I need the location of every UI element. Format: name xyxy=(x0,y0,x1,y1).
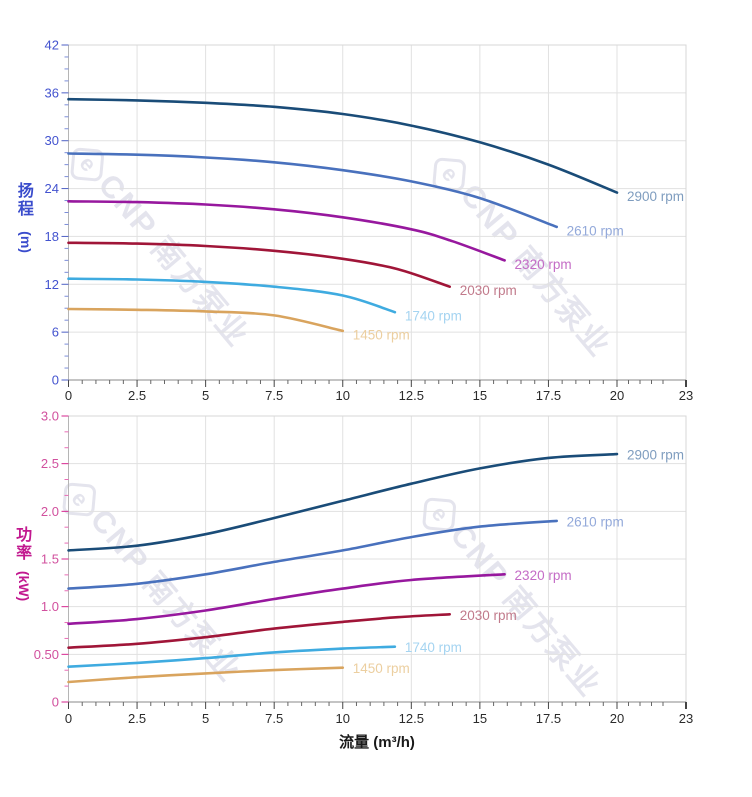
curve-2900-rpm xyxy=(67,452,619,552)
x-tick-label: 0 xyxy=(65,711,72,726)
y-tick-label: 1.0 xyxy=(41,599,59,614)
x-tick-label: 12.5 xyxy=(399,388,424,403)
series-label-2610-rpm: 2610 rpm xyxy=(567,514,624,529)
x-tick-label: 2.5 xyxy=(128,711,146,726)
x-tick-label: 10 xyxy=(336,388,350,403)
series-label-1450-rpm: 1450 rpm xyxy=(353,661,410,676)
x-tick-label: 10 xyxy=(336,711,350,726)
y-tick-label: 1.5 xyxy=(41,552,59,567)
curve-1740-rpm xyxy=(67,277,397,314)
curve-1450-rpm xyxy=(67,307,345,333)
x-tick-label: 17.5 xyxy=(536,388,561,403)
series-label-1740-rpm: 1740 rpm xyxy=(405,640,462,655)
power-axis-title: 功率 (kW) xyxy=(9,527,39,601)
x-tick-label: 15 xyxy=(473,388,487,403)
y-tick-label: 6 xyxy=(52,325,59,340)
x-tick-label: 5 xyxy=(202,388,209,403)
curve-1740-rpm xyxy=(67,645,397,668)
x-tick-label: 5 xyxy=(202,711,209,726)
curve-2610-rpm xyxy=(67,519,558,590)
series-label-2030-rpm: 2030 rpm xyxy=(460,283,517,298)
power-axis-title-text: 功率 xyxy=(16,527,33,563)
y-tick-label: 36 xyxy=(45,85,59,100)
y-tick-label: 12 xyxy=(45,277,59,292)
x-tick-label: 20 xyxy=(610,711,624,726)
x-tick-label: 20 xyxy=(610,388,624,403)
series-label-2320-rpm: 2320 rpm xyxy=(515,568,572,583)
series-label-2900-rpm: 2900 rpm xyxy=(627,448,684,463)
power-axis-unit: (kW) xyxy=(16,570,33,601)
y-tick-label: 0.50 xyxy=(34,647,59,662)
series-label-2900-rpm: 2900 rpm xyxy=(627,189,684,204)
series-label-2030-rpm: 2030 rpm xyxy=(460,608,517,623)
x-tick-label: 12.5 xyxy=(399,711,424,726)
x-tick-label: 7.5 xyxy=(265,388,283,403)
series-label-1740-rpm: 1740 rpm xyxy=(405,309,462,324)
series-label-2320-rpm: 2320 rpm xyxy=(515,257,572,272)
curve-2610-rpm xyxy=(67,152,558,229)
x-tick-label: 15 xyxy=(473,711,487,726)
curve-1450-rpm xyxy=(67,666,345,684)
y-tick-label: 2.5 xyxy=(41,456,59,471)
x-tick-label: 7.5 xyxy=(265,711,283,726)
flow-axis-title: 流量 (m³/h) xyxy=(339,734,415,751)
head-axis-title: 扬程 (m) xyxy=(15,183,37,253)
x-tick-label: 17.5 xyxy=(536,711,561,726)
x-tick-label: 0 xyxy=(65,388,72,403)
y-tick-label: 3.0 xyxy=(41,409,59,424)
curve-2320-rpm xyxy=(67,573,506,626)
y-tick-label: 42 xyxy=(45,38,59,53)
y-tick-label: 0 xyxy=(52,373,59,388)
x-tick-label: 23 xyxy=(679,388,693,403)
curve-2030-rpm xyxy=(67,613,451,649)
curve-2030-rpm xyxy=(67,241,451,288)
y-tick-label: 24 xyxy=(45,181,59,196)
y-tick-label: 2.0 xyxy=(41,504,59,519)
series-label-2610-rpm: 2610 rpm xyxy=(567,223,624,238)
x-tick-label: 23 xyxy=(679,711,693,726)
y-tick-label: 18 xyxy=(45,229,59,244)
x-tick-label: 2.5 xyxy=(128,388,146,403)
y-tick-label: 0 xyxy=(52,695,59,710)
head-axis-title-text: 扬程 xyxy=(17,183,34,219)
head-axis-unit: (m) xyxy=(17,230,34,253)
curve-2320-rpm xyxy=(67,200,506,262)
series-label-1450-rpm: 1450 rpm xyxy=(353,327,410,342)
y-tick-label: 30 xyxy=(45,133,59,148)
curve-2900-rpm xyxy=(67,97,619,194)
